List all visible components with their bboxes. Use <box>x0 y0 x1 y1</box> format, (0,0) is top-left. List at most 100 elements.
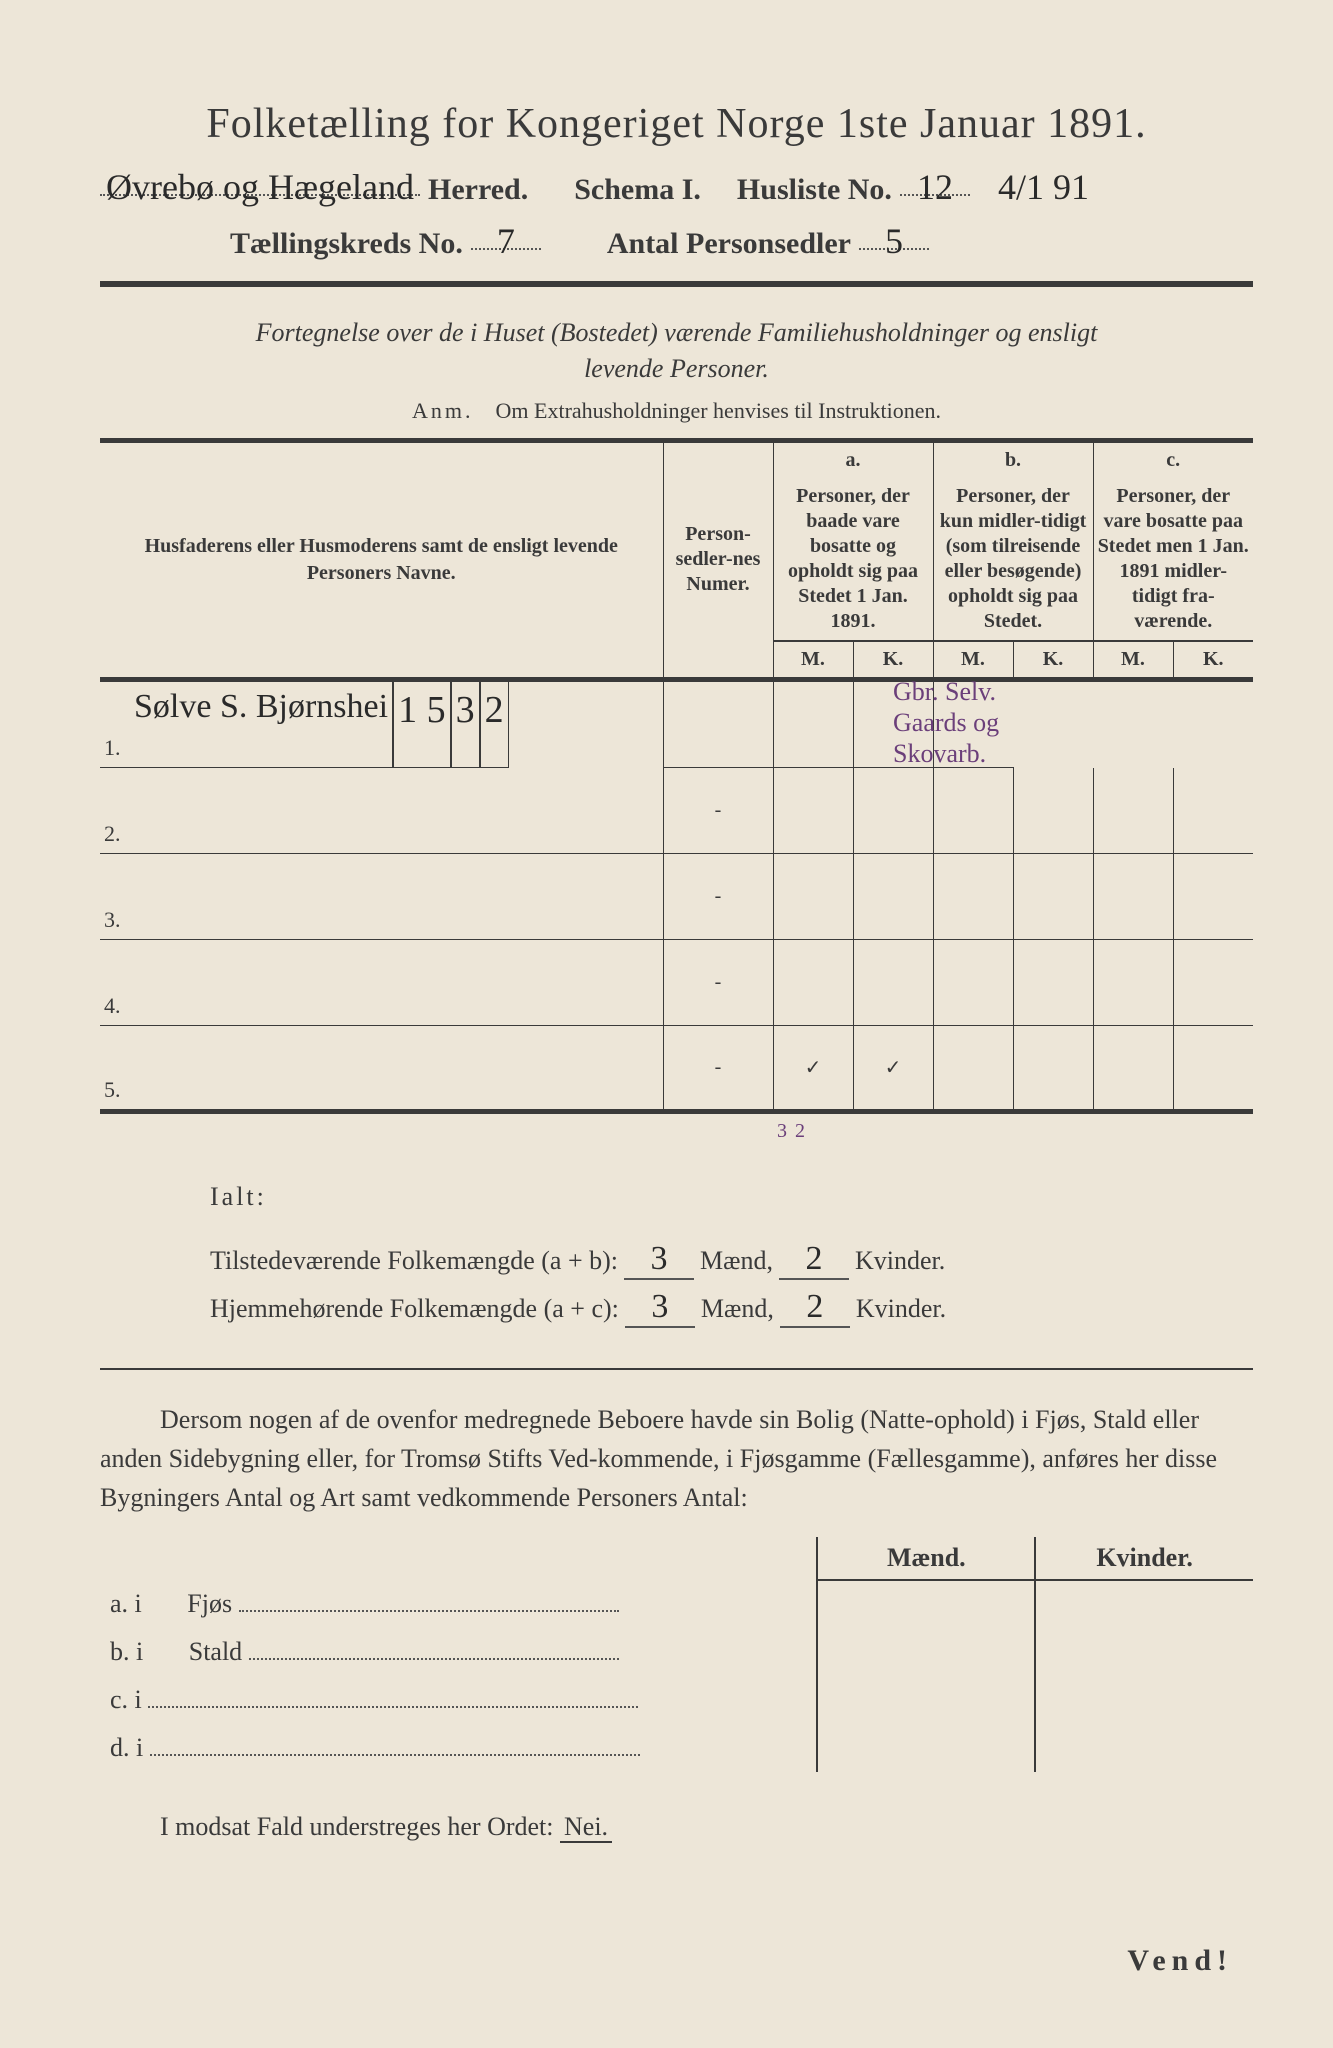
num-cell: - <box>663 768 773 854</box>
tilstede-pre: Tilstedeværende Folkemængde (a + b): <box>210 1246 618 1276</box>
num-cell: - <box>663 1026 773 1112</box>
row-num: 4. <box>100 940 130 1026</box>
c-label: c. <box>1093 440 1253 478</box>
sub-table: Mænd. Kvinder. a. i Fjøs b. i Stald c. i <box>100 1537 1253 1772</box>
b-K: K. <box>1013 641 1093 680</box>
name-cell <box>130 1026 663 1112</box>
b-M: M. <box>933 641 1013 680</box>
sub-t: Stald <box>189 1637 242 1666</box>
sub-kvinder: Kvinder. <box>1035 1537 1253 1580</box>
aK: ✓ <box>853 1026 933 1112</box>
row-num: 1. <box>100 679 130 768</box>
header-row-1: Øvrebø og Hægeland Herred. Schema I. Hus… <box>100 166 1253 208</box>
sub-k: c. i <box>110 1685 142 1714</box>
col-num-header: Person-sedler-nes Numer. <box>663 440 773 679</box>
bM <box>663 679 773 768</box>
name-cell <box>130 768 663 854</box>
anm-label: Anm. <box>412 398 474 423</box>
margin-note: Gbr. Selv. Gaards og Skovarb. <box>893 676 1023 770</box>
c-M: M. <box>1093 641 1173 680</box>
hjemme-pre: Hjemmehørende Folkemængde (a + c): <box>210 1294 619 1324</box>
sub-row: b. i Stald <box>100 1628 1253 1676</box>
a-M: M. <box>773 641 853 680</box>
date-handwritten: 4/1 91 <box>998 166 1089 208</box>
c-desc: Personer, der vare bosatte paa Stedet me… <box>1093 478 1253 641</box>
row-num: 2. <box>100 768 130 854</box>
tkreds-label: Tællingskreds No. <box>230 227 463 261</box>
kvinder-1: Kvinder. <box>855 1246 945 1276</box>
nei-word: Nei. <box>560 1812 612 1843</box>
col-names-text: Husfaderens eller Husmoderens samt de en… <box>145 535 618 584</box>
b-desc: Personer, der kun midler-tidigt (som til… <box>933 478 1093 641</box>
sum-row: 3 2 <box>100 1112 1253 1165</box>
main-table: Husfaderens eller Husmoderens samt de en… <box>100 438 1253 1165</box>
herred-handwritten: Øvrebø og Hægeland <box>100 166 420 196</box>
schema-label: Schema I. <box>574 173 701 207</box>
totals-line-2: Hjemmehørende Folkemængde (a + c): 3 Mæn… <box>210 1288 1253 1328</box>
l2m: 3 <box>625 1288 695 1328</box>
sum-aM: 3 <box>773 1114 791 1164</box>
aK: 2 <box>480 682 509 768</box>
sub-row: c. i <box>100 1676 1253 1724</box>
page-title: Folketælling for Kongeriget Norge 1ste J… <box>100 100 1253 148</box>
num-cell: - <box>663 940 773 1026</box>
col-names-header: Husfaderens eller Husmoderens samt de en… <box>100 440 663 679</box>
fortegnelse: Fortegnelse over de i Huset (Bostedet) v… <box>100 315 1253 388</box>
name-cell: Sølve S. Bjørnshei <box>130 682 393 768</box>
a-label: a. <box>773 440 933 478</box>
modsat-line: I modsat Fald understreges her Ordet: Ne… <box>100 1812 1253 1842</box>
name-cell <box>130 940 663 1026</box>
antal-label: Antal Personsedler <box>607 227 851 261</box>
fortegnelse-l2: levende Personer. <box>584 354 769 383</box>
vend-label: Vend! <box>1127 1944 1233 1978</box>
ialt-label: Ialt: <box>210 1182 267 1212</box>
b-label: b. <box>933 440 1093 478</box>
bK <box>773 679 853 768</box>
sub-k: b. i <box>110 1637 143 1666</box>
num-cell: 1 5 <box>393 682 451 768</box>
sub-row: d. i <box>100 1724 1253 1772</box>
table-row: 2. - <box>100 768 1253 854</box>
kvinder-2: Kvinder. <box>856 1294 946 1324</box>
sum-aK: 2 <box>791 1114 809 1164</box>
sub-row: a. i Fjøs <box>100 1580 1253 1628</box>
row-num: 5. <box>100 1026 130 1112</box>
table-row: 4. - <box>100 940 1253 1026</box>
header-row-2: Tællingskreds No. 7 Antal Personsedler 5 <box>100 220 1253 261</box>
census-page: Folketælling for Kongeriget Norge 1ste J… <box>0 0 1333 2048</box>
row-num: 3. <box>100 854 130 940</box>
anm-text: Om Extrahusholdninger henvises til Instr… <box>496 398 941 423</box>
table-row: 1. Sølve S. Bjørnshei 1 5 3 2 Gbr. Selv.… <box>100 679 1253 768</box>
husliste-label: Husliste No. <box>737 173 892 207</box>
husliste-no: 12 <box>900 166 970 196</box>
maend-1: Mænd, <box>700 1246 773 1276</box>
l2k: 2 <box>780 1288 850 1328</box>
rule-1 <box>100 281 1253 287</box>
table-row: 5. - ✓ ✓ <box>100 1026 1253 1112</box>
ialt-block: Ialt: Tilstedeværende Folkemængde (a + b… <box>100 1182 1253 1328</box>
a-K: K. <box>853 641 933 680</box>
a-desc: Personer, der baade vare bosatte og opho… <box>773 478 933 641</box>
sub-t: Fjøs <box>187 1589 232 1618</box>
fortegnelse-l1: Fortegnelse over de i Huset (Bostedet) v… <box>256 318 1098 347</box>
sub-k: d. i <box>110 1733 143 1762</box>
tkreds-no: 7 <box>471 220 541 250</box>
sub-k: a. i <box>110 1589 142 1618</box>
totals-line-1: Tilstedeværende Folkemængde (a + b): 3 M… <box>210 1240 1253 1280</box>
dersom-para: Dersom nogen af de ovenfor medregnede Be… <box>100 1400 1253 1517</box>
num-cell: - <box>663 854 773 940</box>
name-cell <box>130 854 663 940</box>
maend-2: Mænd, <box>701 1294 774 1324</box>
cK: Gbr. Selv. Gaards og Skovarb. <box>933 679 1013 768</box>
aM: ✓ <box>773 1026 853 1112</box>
l1k: 2 <box>779 1240 849 1280</box>
antal-no: 5 <box>859 220 929 250</box>
l1m: 3 <box>624 1240 694 1280</box>
sub-maend: Mænd. <box>817 1537 1035 1580</box>
rule-2 <box>100 1368 1253 1370</box>
herred-label: Herred. <box>428 173 528 207</box>
anm-line: Anm. Om Extrahusholdninger henvises til … <box>100 398 1253 424</box>
modsat-text: I modsat Fald understreges her Ordet: <box>160 1812 554 1841</box>
aM: 3 <box>451 682 480 768</box>
c-K: K. <box>1173 641 1253 680</box>
